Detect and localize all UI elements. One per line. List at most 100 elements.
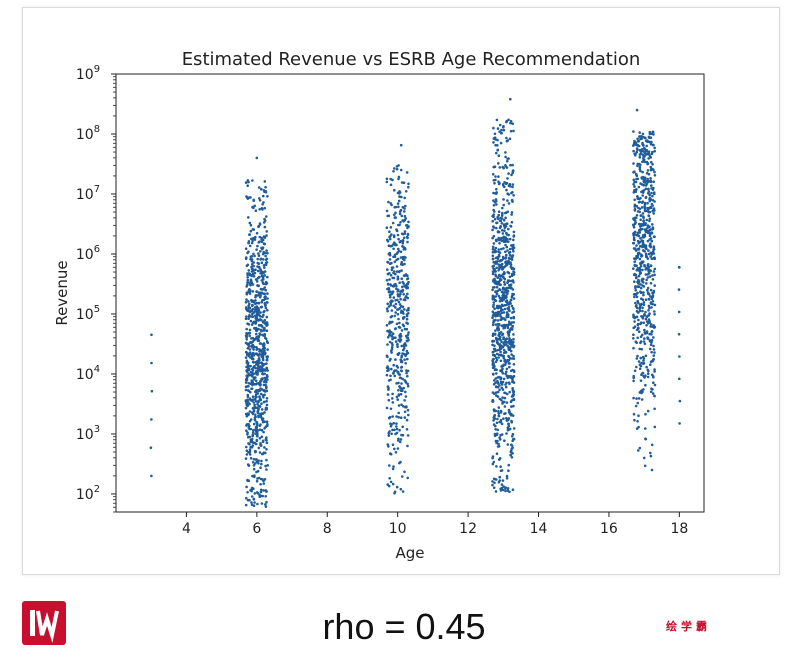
data-point — [256, 434, 259, 438]
data-point — [503, 396, 507, 400]
data-point — [265, 315, 269, 319]
data-point — [263, 329, 266, 332]
data-point — [265, 355, 268, 359]
data-point — [406, 333, 410, 337]
data-point — [491, 340, 494, 343]
data-point — [403, 230, 407, 233]
data-point — [506, 443, 510, 446]
data-point — [645, 218, 649, 222]
data-point — [643, 176, 647, 180]
data-point — [649, 177, 652, 180]
data-point — [503, 439, 506, 443]
data-point — [262, 250, 265, 254]
data-point — [399, 334, 403, 338]
data-point — [393, 167, 396, 170]
data-point — [641, 236, 644, 239]
data-point — [493, 132, 497, 136]
data-point — [638, 272, 642, 276]
data-point — [248, 196, 251, 199]
data-point — [246, 263, 250, 267]
data-point — [494, 329, 497, 332]
data-point — [400, 403, 403, 407]
data-point — [498, 420, 502, 424]
data-point — [395, 382, 398, 385]
data-point — [510, 353, 513, 356]
data-point — [387, 388, 390, 391]
data-point — [502, 364, 505, 368]
data-point — [491, 400, 494, 403]
data-point — [502, 224, 506, 228]
data-point — [633, 209, 637, 212]
data-point — [252, 487, 255, 491]
data-point — [263, 302, 267, 305]
data-point — [399, 250, 403, 254]
data-point — [262, 343, 266, 347]
data-point — [246, 251, 249, 255]
data-point — [406, 286, 410, 290]
data-point — [510, 244, 513, 247]
data-point — [246, 280, 250, 284]
data-point — [246, 184, 249, 187]
data-point — [492, 179, 496, 182]
data-point — [264, 288, 267, 292]
data-point — [643, 207, 647, 210]
data-point — [405, 235, 409, 239]
data-point — [265, 367, 269, 370]
data-point — [245, 496, 248, 500]
data-point — [506, 249, 509, 252]
data-point — [499, 236, 503, 240]
data-point — [632, 162, 635, 165]
data-point — [498, 226, 502, 230]
data-point — [644, 273, 648, 276]
data-point — [245, 449, 249, 453]
data-point — [247, 317, 250, 321]
data-point — [150, 361, 153, 365]
data-point — [250, 265, 253, 269]
data-point — [648, 272, 651, 275]
data-point — [257, 186, 261, 189]
data-point — [643, 147, 646, 151]
data-point — [500, 344, 503, 348]
data-point — [259, 324, 262, 327]
data-point — [393, 447, 396, 451]
data-point — [493, 481, 496, 485]
data-point — [260, 274, 264, 278]
data-point — [653, 383, 657, 387]
data-point — [389, 177, 393, 181]
data-point — [499, 264, 502, 267]
data-point — [266, 297, 269, 300]
data-point — [397, 317, 400, 321]
data-point — [252, 320, 256, 324]
data-point — [492, 234, 496, 238]
data-point — [636, 162, 640, 166]
data-point — [644, 149, 647, 153]
data-point — [265, 329, 269, 333]
watermark-text: 绘学霸 — [666, 620, 711, 633]
data-point — [248, 345, 251, 348]
data-point — [637, 274, 641, 278]
data-point — [505, 245, 509, 249]
data-point — [396, 447, 400, 450]
data-point — [639, 322, 642, 326]
data-point — [640, 297, 643, 301]
data-point — [644, 230, 648, 234]
data-point — [491, 323, 495, 327]
data-point — [491, 310, 495, 314]
data-point — [261, 358, 265, 362]
data-point — [646, 276, 650, 279]
data-point — [400, 289, 403, 293]
data-point — [646, 286, 650, 290]
data-point — [492, 260, 496, 264]
data-point — [645, 266, 648, 270]
data-point — [388, 477, 392, 480]
data-point — [512, 427, 516, 430]
data-point — [512, 345, 515, 349]
data-point — [504, 155, 507, 159]
data-point — [400, 269, 403, 272]
data-point — [512, 250, 515, 253]
data-point — [401, 255, 405, 259]
data-point — [262, 396, 265, 399]
data-point — [505, 381, 508, 385]
data-point — [406, 374, 409, 378]
data-point — [502, 311, 506, 314]
